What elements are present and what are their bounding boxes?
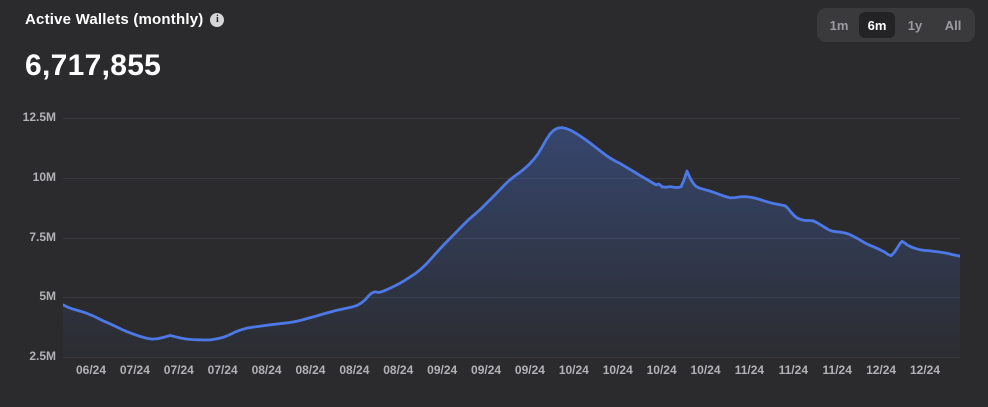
x-axis-label: 06/24	[75, 363, 107, 377]
x-axis-label: 07/24	[207, 363, 238, 377]
x-axis-label: 11/24	[778, 363, 808, 377]
x-axis-label: 09/24	[471, 363, 502, 377]
range-selector: 1m 6m 1y All	[817, 8, 975, 42]
range-button-6m[interactable]: 6m	[859, 12, 895, 38]
y-axis-label: 5M	[39, 289, 56, 304]
x-axis-label: 07/24	[163, 363, 194, 377]
gridline	[63, 118, 960, 119]
x-axis-label: 12/24	[866, 363, 897, 377]
x-axis-label: 11/24	[822, 363, 852, 377]
gridline	[63, 357, 960, 358]
wallets-series-plot[interactable]	[63, 105, 960, 359]
x-axis-label: 10/24	[558, 363, 589, 377]
range-button-1m[interactable]: 1m	[821, 12, 857, 38]
x-axis-label: 08/24	[339, 363, 370, 377]
wallets-line	[63, 126, 960, 342]
x-axis-label: 09/24	[427, 363, 458, 377]
y-axis-label: 2.5M	[29, 349, 56, 363]
current-value: 6,717,855	[25, 49, 162, 82]
x-axis-label: 09/24	[514, 363, 545, 377]
chart-header: Active Wallets (monthly) i	[25, 11, 225, 28]
y-axis-label: 7.5M	[29, 229, 56, 244]
range-button-1y[interactable]: 1y	[897, 12, 933, 38]
x-axis-label: 12/24	[909, 363, 941, 377]
x-axis-label: 08/24	[295, 363, 326, 377]
range-button-all[interactable]: All	[935, 12, 971, 38]
x-axis-label: 10/24	[690, 363, 721, 377]
info-icon[interactable]: i	[210, 12, 225, 27]
x-axis-label: 07/24	[119, 363, 150, 377]
y-axis-label: 12.5M	[22, 110, 56, 124]
x-axis-label: 11/24	[734, 363, 765, 377]
x-axis-label: 08/24	[383, 363, 414, 377]
x-axis-label: 08/24	[251, 363, 282, 377]
x-axis-label: 10/24	[646, 363, 677, 377]
y-axis-label: 10M	[32, 169, 56, 184]
x-axis-label: 10/24	[602, 363, 633, 377]
chart-title: Active Wallets (monthly)	[25, 11, 204, 28]
area-fill	[63, 127, 960, 357]
